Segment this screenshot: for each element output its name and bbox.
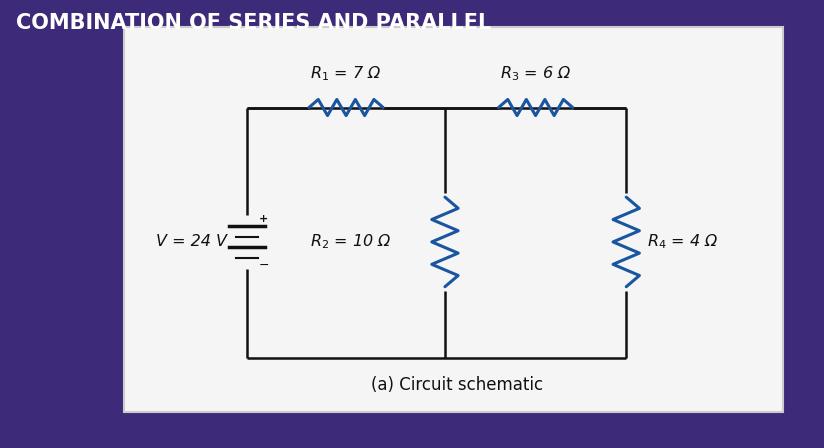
Text: V = 24 V: V = 24 V (156, 234, 227, 250)
Text: $R_3$ = 6 Ω: $R_3$ = 6 Ω (500, 64, 571, 83)
FancyBboxPatch shape (124, 27, 783, 412)
Text: +: + (259, 214, 268, 224)
Text: $R_2$ = 10 Ω: $R_2$ = 10 Ω (310, 233, 391, 251)
Text: $R_1$ = 7 Ω: $R_1$ = 7 Ω (311, 64, 382, 83)
Text: (a) Circuit schematic: (a) Circuit schematic (372, 376, 543, 394)
Text: −: − (259, 258, 269, 272)
Text: COMBINATION OF SERIES AND PARALLEL: COMBINATION OF SERIES AND PARALLEL (16, 13, 492, 34)
Text: $R_4$ = 4 Ω: $R_4$ = 4 Ω (647, 233, 719, 251)
